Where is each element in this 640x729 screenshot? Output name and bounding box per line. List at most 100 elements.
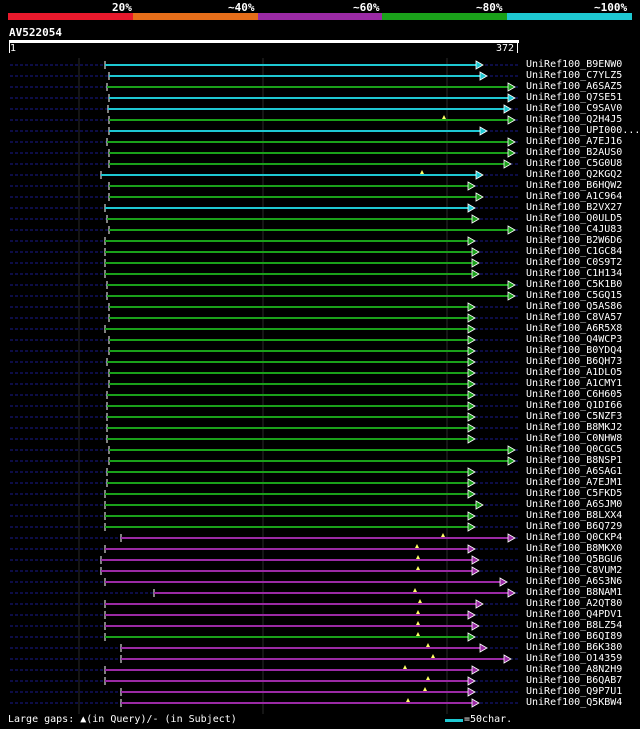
- hit-label[interactable]: UniRef100_Q5AS86: [526, 301, 623, 312]
- hit-label[interactable]: UniRef100_Q4PDV1: [526, 609, 623, 620]
- hit-label[interactable]: UniRef100_UPI000...: [526, 125, 640, 136]
- hit-arrow: [467, 379, 476, 389]
- hit-label[interactable]: UniRef100_B0YDQ4: [526, 345, 623, 356]
- hit-arrow: [471, 269, 480, 279]
- query-gap-marker: [418, 599, 422, 603]
- hit-label[interactable]: UniRef100_A7EJM1: [526, 477, 623, 488]
- hit-label[interactable]: UniRef100_A6R5X8: [526, 323, 623, 334]
- hit-label[interactable]: UniRef100_A6SJM0: [526, 499, 623, 510]
- hit-label[interactable]: UniRef100_C5K1B0: [526, 279, 623, 290]
- hit-arrow: [467, 302, 476, 312]
- hit-label[interactable]: UniRef100_A6SAZ5: [526, 81, 623, 92]
- hit-arrow: [471, 555, 480, 565]
- hit-label[interactable]: UniRef100_C7YLZ5: [526, 70, 623, 81]
- hit-label[interactable]: UniRef100_B2AUS0: [526, 147, 623, 158]
- hit-label[interactable]: UniRef100_B2W6D6: [526, 235, 623, 246]
- hit-label[interactable]: UniRef100_A6S3N6: [526, 576, 623, 587]
- hit-arrow: [471, 621, 480, 631]
- query-gap-marker: [415, 544, 419, 548]
- hit-label[interactable]: UniRef100_A2QT80: [526, 598, 623, 609]
- hit-arrow: [467, 687, 476, 697]
- hit-label[interactable]: UniRef100_C0NHW8: [526, 433, 623, 444]
- hit-label[interactable]: UniRef100_B8LZ54: [526, 620, 623, 631]
- hit-label[interactable]: UniRef100_C5NZF3: [526, 411, 623, 422]
- hit-label[interactable]: UniRef100_B6QI89: [526, 631, 623, 642]
- hit-label[interactable]: UniRef100_C1H134: [526, 268, 623, 279]
- hit-label[interactable]: UniRef100_B8NSP1: [526, 455, 623, 466]
- hit-arrow: [467, 467, 476, 477]
- hit-label[interactable]: UniRef100_A8N2H9: [526, 664, 623, 675]
- hit-arrow: [471, 214, 480, 224]
- hit-arrow: [479, 71, 488, 81]
- hit-label[interactable]: UniRef100_B8MKX0: [526, 543, 623, 554]
- hit-label[interactable]: UniRef100_C6H605: [526, 389, 623, 400]
- query-gap-marker: [420, 170, 424, 174]
- hit-arrow: [467, 676, 476, 686]
- hit-arrow: [467, 203, 476, 213]
- hit-label[interactable]: UniRef100_Q1DI66: [526, 400, 623, 411]
- hit-arrow: [471, 247, 480, 257]
- hit-arrow: [475, 192, 484, 202]
- hit-label[interactable]: UniRef100_Q2H4J5: [526, 114, 623, 125]
- hit-label[interactable]: UniRef100_A1CMY1: [526, 378, 623, 389]
- hit-label[interactable]: UniRef100_B6QAB7: [526, 675, 623, 686]
- hit-label[interactable]: UniRef100_Q5BGU6: [526, 554, 623, 565]
- hit-label[interactable]: UniRef100_C8VUM2: [526, 565, 623, 576]
- legend-segment: [8, 13, 133, 20]
- hit-arrow: [467, 181, 476, 191]
- hit-label[interactable]: UniRef100_B6Q729: [526, 521, 623, 532]
- hit-label[interactable]: UniRef100_B9ENW0: [526, 59, 623, 70]
- hit-label[interactable]: UniRef100_C5G0U8: [526, 158, 623, 169]
- hit-label[interactable]: UniRef100_B6HQW2: [526, 180, 623, 191]
- hit-label[interactable]: UniRef100_B8NAM1: [526, 587, 623, 598]
- hit-label[interactable]: UniRef100_C8VA57: [526, 312, 623, 323]
- ruler-start-tick: [9, 43, 10, 53]
- query-gap-marker: [416, 566, 420, 570]
- hit-arrow: [475, 599, 484, 609]
- hit-arrow: [507, 456, 516, 466]
- hit-label[interactable]: UniRef100_Q0CGC5: [526, 444, 623, 455]
- hit-label[interactable]: UniRef100_C5FKD5: [526, 488, 623, 499]
- hit-arrow: [467, 324, 476, 334]
- hit-label[interactable]: UniRef100_A1DLO5: [526, 367, 623, 378]
- scale-bar: [445, 719, 463, 722]
- hit-arrow: [507, 445, 516, 455]
- hit-label[interactable]: UniRef100_B8LXX4: [526, 510, 623, 521]
- hit-arrow: [507, 137, 516, 147]
- hit-label[interactable]: UniRef100_C4JU83: [526, 224, 623, 235]
- hit-label[interactable]: UniRef100_C9SAV0: [526, 103, 623, 114]
- hit-label[interactable]: UniRef100_Q9P7U1: [526, 686, 623, 697]
- hit-label[interactable]: UniRef100_C1GC84: [526, 246, 623, 257]
- hit-arrow: [467, 434, 476, 444]
- ruler-end-tick: [517, 43, 518, 53]
- legend-label: ~100%: [594, 1, 628, 14]
- query-gap-marker: [426, 643, 430, 647]
- hit-arrow: [467, 357, 476, 367]
- hit-label[interactable]: UniRef100_C5GQ15: [526, 290, 623, 301]
- hit-label[interactable]: UniRef100_B6QH73: [526, 356, 623, 367]
- identity-legend: 20% ~40% ~60% ~80% ~100%: [0, 0, 640, 22]
- hit-arrow: [499, 577, 508, 587]
- hit-label[interactable]: UniRef100_B2VX27: [526, 202, 623, 213]
- hit-label[interactable]: UniRef100_Q5KBW4: [526, 697, 623, 708]
- query-gap-marker: [416, 610, 420, 614]
- hit-label[interactable]: UniRef100_Q0ULD5: [526, 213, 623, 224]
- query-gap-marker: [441, 533, 445, 537]
- hit-label[interactable]: UniRef100_C0S9T2: [526, 257, 623, 268]
- hit-label[interactable]: UniRef100_B8MKJ2: [526, 422, 623, 433]
- hit-arrow: [507, 588, 516, 598]
- hit-label[interactable]: UniRef100_Q2KGQ2: [526, 169, 623, 180]
- hit-label[interactable]: UniRef100_B6K380: [526, 642, 623, 653]
- hit-arrow: [507, 291, 516, 301]
- hit-label[interactable]: UniRef100_Q0CKP4: [526, 532, 623, 543]
- hit-label[interactable]: UniRef100_Q7SE51: [526, 92, 623, 103]
- query-ruler: [9, 40, 519, 43]
- hit-label[interactable]: UniRef100_A1C964: [526, 191, 623, 202]
- hit-arrow: [507, 115, 516, 125]
- hit-label[interactable]: UniRef100_A7EJ16: [526, 136, 623, 147]
- hit-arrow: [503, 654, 512, 664]
- hit-label[interactable]: UniRef100_O14359: [526, 653, 623, 664]
- hit-label[interactable]: UniRef100_Q4WCP3: [526, 334, 623, 345]
- hit-label[interactable]: UniRef100_A6SAG1: [526, 466, 623, 477]
- query-gap-marker: [416, 555, 420, 559]
